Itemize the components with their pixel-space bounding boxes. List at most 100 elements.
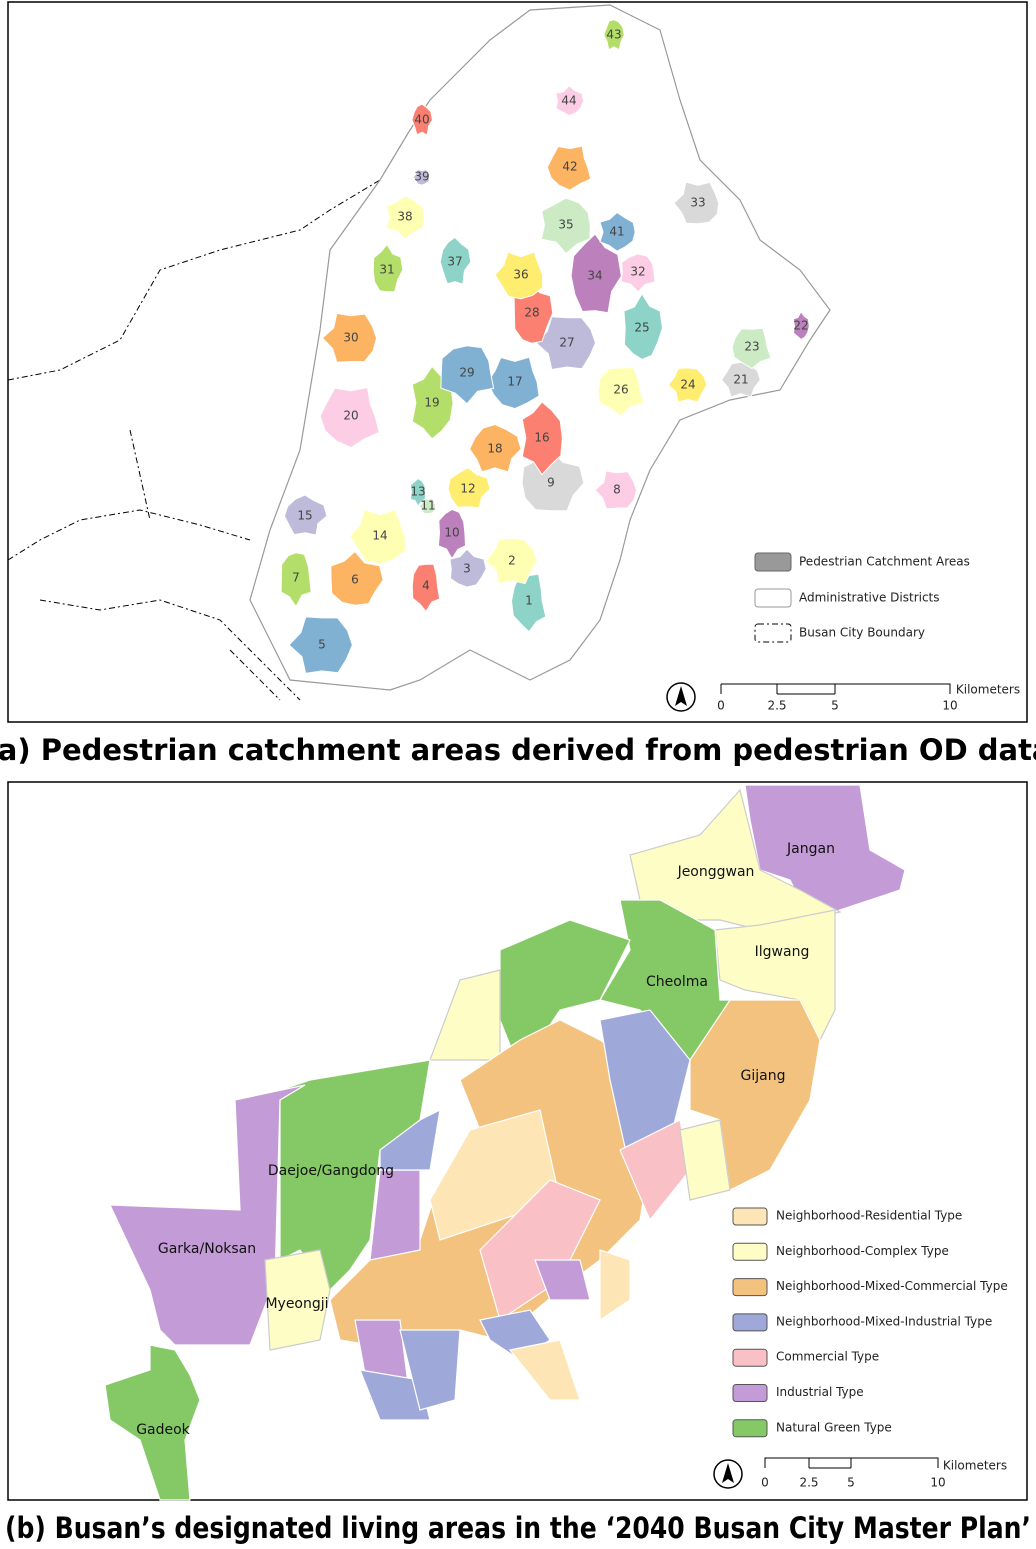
legend-swatch bbox=[732, 1419, 768, 1438]
catchment-label: 2 bbox=[508, 554, 516, 568]
catchment-area bbox=[372, 243, 404, 293]
catchment-label: 4 bbox=[422, 579, 430, 593]
catchment-label: 6 bbox=[351, 573, 359, 587]
catchment-label: 15 bbox=[297, 509, 312, 523]
legend-swatch bbox=[732, 1384, 768, 1402]
catchment-label: 34 bbox=[587, 269, 602, 283]
city-boundary bbox=[7, 129, 411, 701]
catchment-label: 28 bbox=[524, 306, 539, 320]
catchment-label: 8 bbox=[613, 483, 621, 497]
catchment-area bbox=[283, 494, 328, 536]
catchment-area bbox=[469, 423, 522, 473]
catchment-label: 17 bbox=[507, 375, 522, 389]
catchment-label: 27 bbox=[559, 336, 574, 350]
catchment-label: 11 bbox=[420, 499, 435, 513]
legend-label: Neighborhood-Residential Type bbox=[776, 1209, 962, 1223]
catchment-label: 22 bbox=[793, 319, 808, 333]
catchment-area bbox=[667, 367, 708, 403]
scale-bar bbox=[764, 1457, 939, 1469]
legend-label: Neighborhood-Mixed-Commercial Type bbox=[776, 1279, 1008, 1293]
legend-swatch bbox=[732, 1278, 768, 1297]
scale-label: 10 bbox=[942, 699, 957, 713]
legend-swatch bbox=[732, 1313, 768, 1332]
catchment-area bbox=[594, 470, 638, 510]
catchment-label: 36 bbox=[513, 268, 528, 282]
region-label: Gadeok bbox=[136, 1422, 190, 1438]
catchment-label: 19 bbox=[424, 396, 439, 410]
catchment-area bbox=[319, 386, 380, 449]
catchment-label: 38 bbox=[397, 210, 412, 224]
catchment-label: 25 bbox=[634, 321, 649, 335]
catchment-area bbox=[412, 168, 430, 186]
catchment-area bbox=[731, 327, 772, 370]
legend-label: Industrial Type bbox=[776, 1385, 864, 1399]
legend-label: Administrative Districts bbox=[799, 591, 940, 605]
catchment-area bbox=[494, 251, 544, 300]
catchment-area bbox=[321, 312, 378, 363]
catchment-label: 13 bbox=[410, 485, 425, 499]
catchment-area bbox=[411, 103, 433, 136]
scale-label: 10 bbox=[930, 1476, 945, 1490]
legend-label: Busan City Boundary bbox=[799, 626, 925, 640]
catchment-area bbox=[440, 345, 495, 405]
catchment-label: 42 bbox=[562, 160, 577, 174]
region-label: Gijang bbox=[741, 1068, 786, 1084]
scale-label: 0 bbox=[717, 699, 725, 713]
catchment-area bbox=[603, 19, 625, 51]
catchment-area bbox=[288, 616, 353, 674]
catchment-label: 7 bbox=[292, 571, 300, 585]
catchment-area bbox=[540, 197, 591, 255]
catchment-area bbox=[447, 466, 491, 509]
catchment-label: 12 bbox=[460, 482, 475, 496]
scale-unit: Kilometers bbox=[956, 683, 1020, 697]
catchment-label: 43 bbox=[606, 28, 621, 42]
scale-bar bbox=[720, 683, 951, 695]
catchment-label: 16 bbox=[534, 431, 549, 445]
catchment-area bbox=[349, 508, 406, 565]
catchment-label: 21 bbox=[733, 373, 748, 387]
catchment-area bbox=[599, 211, 636, 252]
catchment-area bbox=[411, 563, 441, 613]
catchment-label: 5 bbox=[318, 638, 326, 652]
legend-swatch bbox=[732, 1207, 768, 1226]
catchment-label: 41 bbox=[609, 225, 624, 239]
catchment-area bbox=[385, 195, 426, 240]
catchment-area bbox=[418, 497, 437, 515]
legend-label: Natural Green Type bbox=[776, 1420, 892, 1434]
scale-label: 2.5 bbox=[799, 1476, 818, 1490]
caption: (a) Pedestrian catchment areas derived f… bbox=[0, 733, 1036, 767]
legend-swatch bbox=[754, 552, 792, 572]
catchment-area bbox=[485, 537, 538, 585]
living-areas bbox=[104, 784, 906, 1501]
catchment-label: 44 bbox=[561, 94, 576, 108]
catchment-area bbox=[409, 477, 427, 508]
catchment-label: 20 bbox=[343, 409, 358, 423]
catchment-area bbox=[449, 548, 487, 588]
catchment-label: 10 bbox=[444, 526, 459, 540]
legend-label: Pedestrian Catchment Areas bbox=[799, 555, 970, 569]
catchment-label: 26 bbox=[613, 383, 628, 397]
region-label: Myeongji bbox=[265, 1296, 328, 1312]
catchment-area bbox=[673, 181, 720, 225]
catchment-area bbox=[535, 316, 597, 371]
region-label: Cheolma bbox=[646, 974, 708, 990]
catchment-label: 40 bbox=[414, 113, 429, 127]
region-label: Daejoe/Gangdong bbox=[268, 1163, 394, 1179]
catchment-area bbox=[437, 508, 467, 560]
catchment-area bbox=[330, 550, 384, 606]
catchment-label: 39 bbox=[414, 170, 429, 184]
catchment-label: 30 bbox=[343, 331, 358, 345]
catchment-label: 9 bbox=[547, 476, 555, 490]
legend-swatch bbox=[732, 1348, 768, 1367]
legend-label: Commercial Type bbox=[776, 1350, 879, 1364]
catchment-label: 33 bbox=[690, 196, 705, 210]
region-label: Ilgwang bbox=[755, 944, 810, 960]
catchment-label: 31 bbox=[379, 263, 394, 277]
catchment-area bbox=[555, 85, 585, 117]
catchment-area bbox=[280, 552, 312, 608]
scale-label: 0 bbox=[761, 1476, 769, 1490]
region-label: Garka/Noksan bbox=[158, 1241, 256, 1257]
catchment-label: 32 bbox=[630, 265, 645, 279]
region-label: Jeonggwan bbox=[677, 864, 755, 880]
